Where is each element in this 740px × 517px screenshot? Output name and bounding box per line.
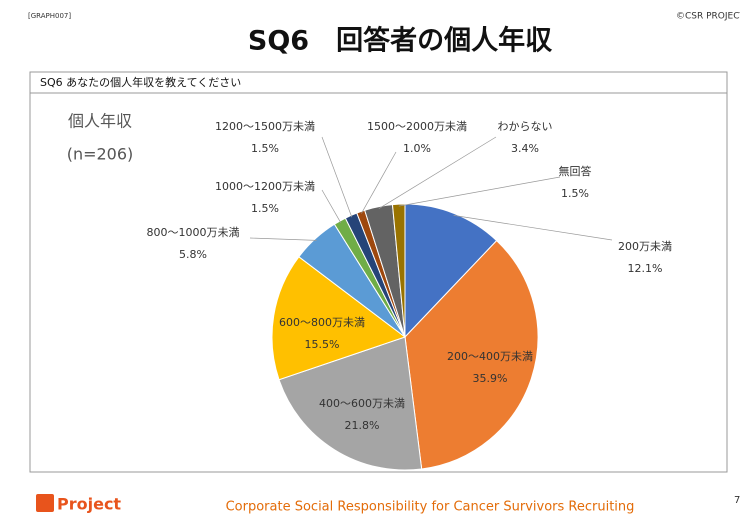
pie-slice [404, 239, 539, 470]
slice-label: 400～600万未満 [319, 397, 405, 410]
logo: Project [57, 495, 121, 514]
pie-slice [271, 256, 407, 381]
question: SQ6 あなたの個人年収を教えてください [40, 75, 241, 89]
leader-line [378, 136, 497, 209]
slide-code: [GRAPH007] [28, 12, 71, 20]
leader-line [361, 151, 397, 214]
pie: 200万未満 12.1% 200～400万未満 35.9% 400～600万未満 21.8… [147, 120, 672, 471]
slice-label: 1000～1200万未満 [215, 180, 315, 193]
slice-value-label: 12.1% [628, 262, 663, 275]
slice-label: 1500～2000万未満 [367, 120, 467, 133]
page-number: 7 [734, 495, 740, 506]
slice-value-label: 1.5% [251, 142, 279, 155]
leader-line [453, 215, 613, 241]
slice-value-label: 1.5% [251, 202, 279, 215]
slice-value-label: 35.9% [473, 372, 508, 385]
slice-label: わからない [498, 120, 553, 133]
slice-label: 200万未満 [618, 240, 672, 253]
slice-value-label: 3.4% [511, 142, 539, 155]
slice-label: 800～1000万未満 [147, 226, 240, 239]
slice-label: 200～400万未満 [447, 350, 533, 363]
chart-title: 個人年収 [68, 112, 132, 131]
leader-line [321, 189, 342, 223]
chart-frame [29, 71, 728, 473]
copyright: ©CSR PROJECT [676, 12, 740, 22]
slice-label: 無回答 [559, 164, 592, 178]
slice-value-label: 15.5% [305, 338, 340, 351]
leader-line [321, 136, 353, 218]
chart-subtitle: (n=206) [67, 145, 134, 164]
slide-title: SQ6 回答者の個人年収 [248, 25, 553, 57]
slice-label: 600～800万未満 [279, 316, 365, 329]
leader-line [249, 237, 317, 241]
pie-slice [278, 336, 423, 471]
logo-icon [36, 494, 54, 512]
slice-label: 1200～1500万未満 [215, 120, 315, 133]
slice-value-label: 5.8% [179, 248, 207, 261]
tagline: Corporate Social Responsibility for Canc… [226, 500, 635, 515]
slice-value-label: 1.0% [403, 142, 431, 155]
slice-value-label: 21.8% [345, 419, 380, 432]
leader-line [398, 176, 561, 207]
pie-slice [391, 203, 406, 338]
slice-value-label: 1.5% [561, 187, 589, 200]
